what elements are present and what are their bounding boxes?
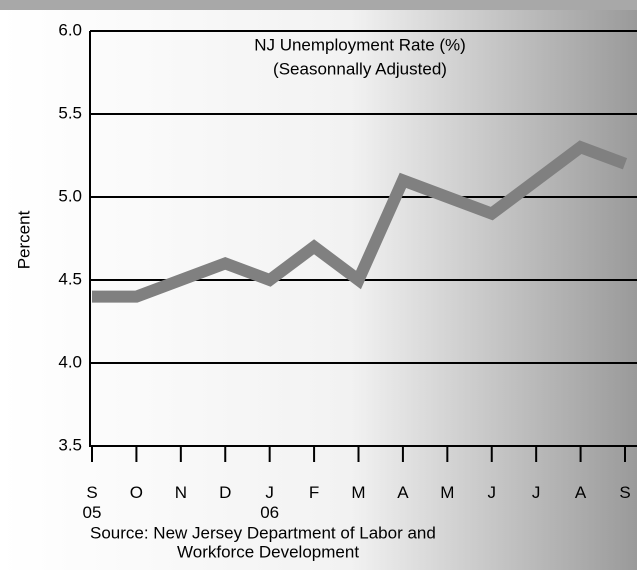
x-tick-label: F xyxy=(309,483,319,502)
top-band xyxy=(0,0,637,10)
x-tick-label: D xyxy=(219,483,231,502)
y-tick-label: 4.5 xyxy=(58,269,82,288)
source-line: Workforce Development xyxy=(177,542,359,561)
x-tick-label: M xyxy=(440,483,454,502)
y-tick-label: 4.0 xyxy=(58,352,82,371)
x-tick-label: A xyxy=(575,483,587,502)
x-tick-label: A xyxy=(397,483,409,502)
y-tick-label: 5.0 xyxy=(58,186,82,205)
y-tick-label: 3.5 xyxy=(58,435,82,454)
x-tick-label: N xyxy=(175,483,187,502)
chart-subtitle: (Seasonnally Adjusted) xyxy=(273,59,447,78)
x-tick-label: J 06 xyxy=(260,483,279,522)
x-tick-label: J xyxy=(532,483,541,502)
x-tick-label: O xyxy=(130,483,143,502)
data-line xyxy=(92,140,628,303)
x-tick-label: S 05 xyxy=(83,483,102,522)
y-tick-label: 6.0 xyxy=(58,20,82,39)
x-tick-label: J xyxy=(488,483,497,502)
source-line: Source: New Jersey Department of Labor a… xyxy=(90,523,436,542)
x-tick-label: S xyxy=(619,483,630,502)
x-tick-label: M xyxy=(351,483,365,502)
chart-title: NJ Unemployment Rate (%) xyxy=(254,35,466,54)
y-axis-label: Percent xyxy=(14,210,33,269)
y-tick-label: 5.5 xyxy=(58,103,82,122)
